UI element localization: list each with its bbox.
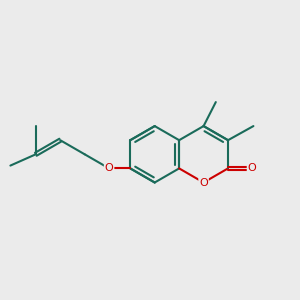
Text: O: O	[199, 178, 208, 188]
Text: O: O	[105, 164, 113, 173]
Text: O: O	[248, 164, 256, 173]
